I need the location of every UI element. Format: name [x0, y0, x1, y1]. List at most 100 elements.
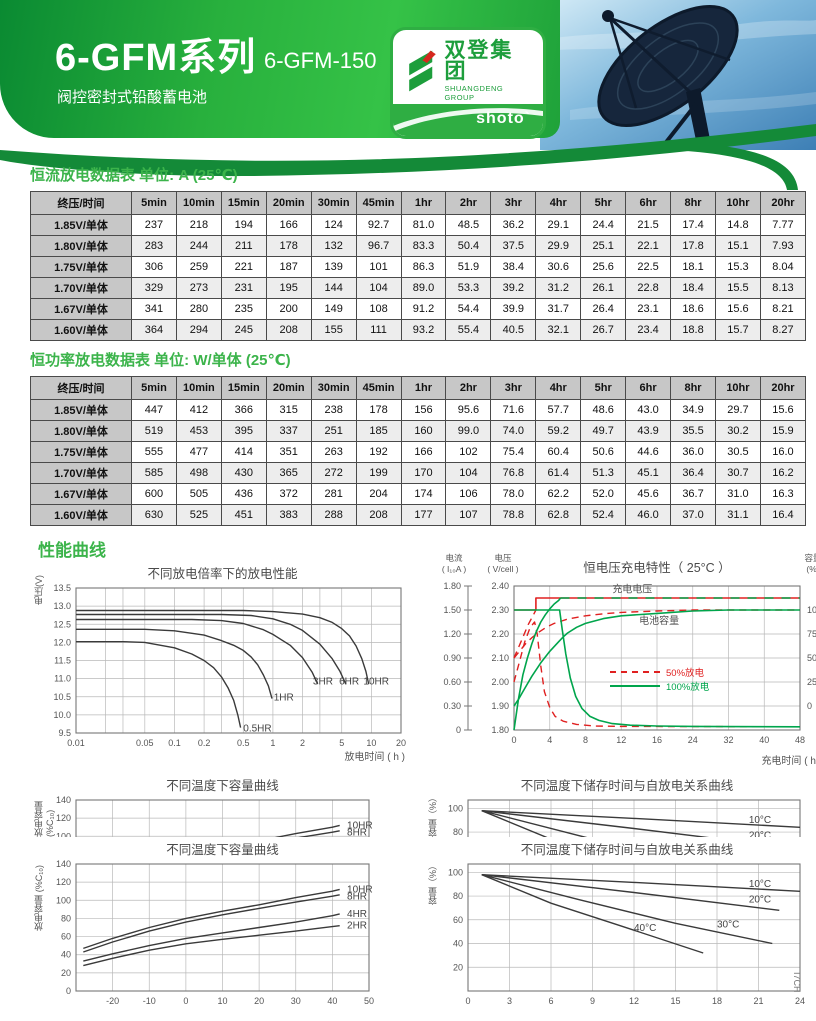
y-axis-label: 放电容量 (%C₁₀) — [34, 801, 55, 837]
row-label: 1.75V/单体 — [30, 441, 132, 463]
series-title: 6-GFM系列 — [55, 37, 257, 79]
column-header: 4hr — [535, 376, 582, 400]
table-cell: 24.4 — [580, 214, 627, 236]
table-cell: 498 — [175, 462, 222, 484]
column-header: 20min — [265, 376, 312, 400]
battery-type-subtitle: 阀控密封式铅酸蓄电池 — [57, 89, 208, 106]
table-cell: 96.7 — [355, 235, 402, 257]
table-cell: 315 — [265, 399, 312, 421]
column-header: 5min — [131, 376, 177, 400]
x-axis-label: 放电时间 ( h ) — [344, 752, 405, 763]
table-cell: 111 — [355, 319, 402, 341]
s-mark-icon — [409, 50, 436, 92]
table-cell: 15.7 — [714, 319, 761, 341]
svg-text:20: 20 — [254, 996, 264, 1006]
table-cell: 237 — [131, 214, 177, 236]
column-header: 30min — [310, 376, 357, 400]
svg-text:48: 48 — [795, 735, 805, 745]
svg-text:0: 0 — [807, 701, 812, 711]
green-swoosh-stripe — [0, 124, 816, 190]
svg-text:50: 50 — [807, 653, 816, 663]
svg-text:充电电压: 充电电压 — [612, 583, 652, 596]
column-header: 15min — [220, 376, 267, 400]
logo-brand-band: shoto` — [393, 104, 543, 136]
company-logo: 双登集团 SHUANGDENG GROUP shoto` — [390, 27, 546, 139]
column-header: 45min — [355, 376, 402, 400]
table-cell: 283 — [131, 235, 177, 257]
svg-text:0.5HR: 0.5HR — [243, 724, 271, 735]
table-cell: 177 — [400, 504, 447, 526]
svg-text:3: 3 — [507, 996, 512, 1006]
column-header: 30min — [310, 191, 357, 215]
svg-text:4: 4 — [547, 735, 552, 745]
row-label: 1.85V/单体 — [30, 399, 132, 421]
table-cell: 52.0 — [580, 483, 627, 505]
table-cell: 43.9 — [625, 420, 672, 442]
column-header: 20hr — [759, 376, 807, 400]
table-cell: 76.8 — [490, 462, 537, 484]
table-cell: 208 — [355, 504, 402, 526]
y-axis-label: 容量（%） — [428, 792, 438, 837]
svg-text:100: 100 — [56, 831, 71, 837]
svg-text:11.5: 11.5 — [54, 656, 71, 666]
table-cell: 18.4 — [670, 277, 716, 299]
table-row: 1.75V/单体 306 259 221 187 139 101 86.3 51.9 38.4 30… — [30, 256, 807, 278]
svg-text:1.80: 1.80 — [443, 581, 461, 591]
table-cell: 259 — [175, 256, 222, 278]
table-cell: 108 — [355, 298, 402, 320]
table-cell: 45.1 — [625, 462, 672, 484]
svg-text:1.80: 1.80 — [491, 725, 509, 735]
table-cell: 61.4 — [535, 462, 582, 484]
row-label: 1.80V/单体 — [30, 235, 132, 257]
column-header: 2hr — [445, 376, 492, 400]
table-row: 1.70V/单体 585 498 430 365 272 199 170 104 76.8 61.4… — [30, 462, 807, 484]
svg-text:25: 25 — [807, 677, 816, 687]
red-dashed-line-sample — [610, 671, 660, 673]
content: 恒流放电数据表 单位: A (25℃) 终压/时间 5min 10min 15min 2… — [30, 156, 816, 1021]
table-cell: 132 — [310, 235, 357, 257]
table-cell: 21.5 — [625, 214, 672, 236]
chart-legend: 50%放电 100%放电 — [610, 665, 709, 693]
svg-text:100: 100 — [807, 605, 816, 615]
table-cell: 244 — [175, 235, 222, 257]
svg-text:2HR: 2HR — [347, 921, 367, 932]
table-cell: 31.0 — [714, 483, 761, 505]
table-cell: 102 — [445, 441, 492, 463]
svg-text:30°C: 30°C — [717, 920, 739, 931]
table-cell: 15.1 — [714, 235, 761, 257]
column-header: 15min — [220, 191, 267, 215]
table-cell: 365 — [265, 462, 312, 484]
table-cell: 453 — [175, 420, 222, 442]
storage-plot: 0 3 6 9 12 15 18 21 24 100 80 60 40 20 10°C 20°C 30°C 40°… — [448, 863, 805, 1006]
storage-plot-clipped: 036912151821241008060402010°C20°C30°C40°… — [448, 799, 801, 837]
table-row: 1.85V/单体 447 412 366 315 238 178 156 95.6 71.6 57.… — [30, 399, 807, 421]
row-label: 1.60V/单体 — [30, 504, 132, 526]
table-cell: 54.4 — [445, 298, 492, 320]
table-cell: 231 — [220, 277, 267, 299]
table-cell: 124 — [310, 214, 357, 236]
logo-english-name: SHUANGDENG GROUP — [444, 84, 504, 102]
table-cell: 195 — [265, 277, 312, 299]
svg-text:40: 40 — [61, 950, 71, 960]
svg-text:50: 50 — [364, 996, 374, 1006]
table-cell: 50.4 — [445, 235, 492, 257]
table-cell: 35.5 — [670, 420, 716, 442]
table-cell: 218 — [175, 214, 222, 236]
svg-text:24: 24 — [795, 996, 805, 1006]
table-cell: 166 — [265, 214, 312, 236]
table-cell: 194 — [220, 214, 267, 236]
row-label: 1.60V/单体 — [30, 319, 132, 341]
svg-text:2.10: 2.10 — [491, 653, 509, 663]
constant-current-table: 终压/时间 5min 10min 15min 20min 30min 45min 1hr 2hr… — [30, 191, 807, 341]
voltage-axis-header: 电压( V/cell ) — [487, 553, 519, 575]
table-cell: 51.9 — [445, 256, 492, 278]
row-label: 1.70V/单体 — [30, 462, 132, 484]
table-cell: 204 — [355, 483, 402, 505]
table-cell: 48.5 — [445, 214, 492, 236]
column-header: 45min — [355, 191, 402, 215]
capacity-temp-plot: -20 -10 0 10 20 30 40 50 140 120 100 80 60 40 20 0 10HR8… — [56, 859, 374, 1006]
table-cell: 15.6 — [759, 399, 807, 421]
table-cell: 185 — [355, 420, 402, 442]
table-cell: 281 — [310, 483, 357, 505]
